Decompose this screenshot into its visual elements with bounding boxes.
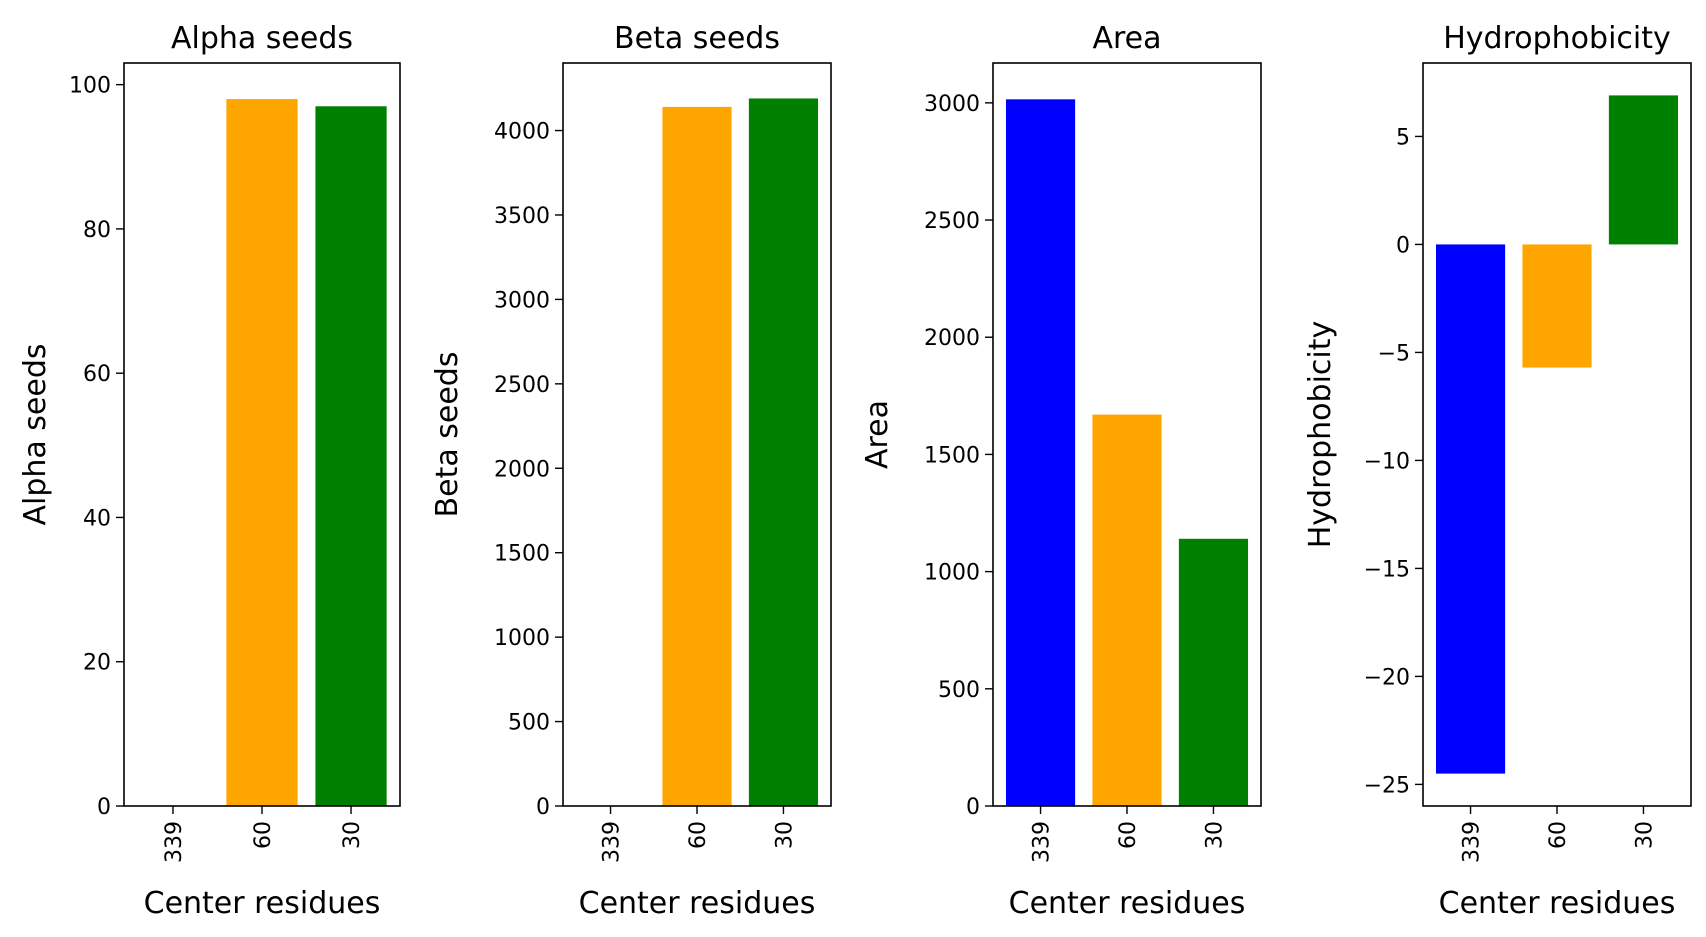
x-tick-label: 30 (1632, 821, 1657, 849)
y-tick-label: 20 (83, 651, 111, 676)
y-axis-label: Hydrophobicity (1303, 321, 1338, 549)
chart-title: Area (1092, 21, 1161, 56)
y-axis-label: Area (860, 400, 895, 469)
x-tick-label: 339 (1460, 821, 1485, 863)
y-axis-label: Beta seeds (430, 352, 465, 518)
y-tick-label: 3500 (494, 204, 550, 229)
x-tick-label: 339 (162, 821, 187, 863)
x-tick-label: 60 (686, 821, 711, 849)
y-tick-label: −15 (1364, 557, 1410, 582)
y-tick-label: 1500 (494, 542, 550, 567)
x-axis-label: Center residues (144, 886, 381, 921)
chart-title: Alpha seeds (171, 21, 353, 56)
x-axis-label: Center residues (1009, 886, 1246, 921)
y-tick-label: 3000 (494, 288, 550, 313)
y-tick-label: 1500 (924, 443, 980, 468)
bar-339 (1435, 244, 1506, 774)
bar-60 (226, 99, 298, 806)
panel-beta-seeds: Beta seeds Beta seeds Center residues 0 5… (430, 21, 832, 921)
x-tick-label: 60 (1546, 821, 1571, 849)
bar-60 (662, 106, 732, 807)
y-tick-label: 0 (536, 795, 550, 820)
y-tick-label: 0 (1396, 233, 1410, 258)
y-tick-label: 40 (83, 506, 111, 531)
panel-alpha-seeds: Alpha seeds Alpha seeds Center residues … (18, 21, 401, 921)
bar-60 (1522, 244, 1592, 368)
x-tick-label: 30 (772, 821, 797, 849)
bar-30 (748, 98, 819, 806)
y-tick-label: 2500 (924, 209, 980, 234)
y-tick-label: 500 (938, 678, 980, 703)
y-tick-label: 100 (69, 74, 111, 99)
y-tick-label: −5 (1378, 341, 1410, 366)
x-tick-label: 60 (251, 821, 276, 849)
x-tick-label: 60 (1116, 821, 1141, 849)
y-tick-label: 2000 (924, 326, 980, 351)
panel-hydrophobicity: Hydrophobicity Hydrophobicity Center res… (1303, 21, 1692, 921)
bar-60 (1092, 414, 1162, 806)
chart-title: Hydrophobicity (1443, 21, 1671, 56)
y-tick-label: 0 (966, 795, 980, 820)
bar-339 (1005, 99, 1076, 806)
y-tick-label: 60 (83, 362, 111, 387)
x-axis-label: Center residues (1439, 886, 1676, 921)
x-tick-label: 30 (340, 821, 365, 849)
y-tick-label: 4000 (494, 120, 550, 145)
y-tick-label: 1000 (494, 626, 550, 651)
bar-30 (1608, 95, 1679, 245)
bar-30 (1178, 538, 1249, 806)
x-axis-label: Center residues (579, 886, 816, 921)
panel-area: Area Area Center residues 0 500 1000 1500 20… (860, 21, 1262, 921)
x-tick-label: 339 (600, 821, 625, 863)
y-tick-label: 5 (1396, 125, 1410, 150)
y-tick-label: −25 (1364, 773, 1410, 798)
y-tick-label: −10 (1364, 449, 1410, 474)
y-tick-label: −20 (1364, 665, 1410, 690)
y-tick-label: 80 (83, 218, 111, 243)
y-tick-label: 3000 (924, 92, 980, 117)
bar-30 (315, 106, 387, 806)
x-tick-label: 339 (1030, 821, 1055, 863)
y-tick-label: 1000 (924, 561, 980, 586)
x-tick-label: 30 (1202, 821, 1227, 849)
y-tick-label: 2000 (494, 457, 550, 482)
y-tick-label: 2500 (494, 373, 550, 398)
y-tick-label: 0 (97, 795, 111, 820)
chart-title: Beta seeds (614, 21, 780, 56)
y-axis-label: Alpha seeds (18, 343, 53, 525)
y-tick-label: 500 (508, 711, 550, 736)
